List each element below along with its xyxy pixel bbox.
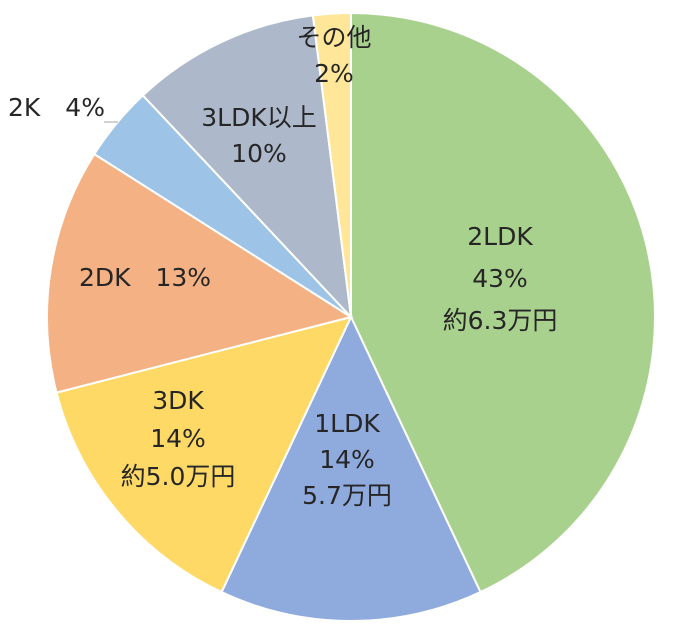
slice-label-1LDK: 1LDK 14% 5.7万円 — [302, 409, 392, 510]
slice-label-line: 1LDK — [314, 409, 380, 438]
slice-label-その他: その他 2% — [296, 23, 371, 88]
slice-label-line: 約6.3万円 — [443, 306, 558, 335]
pie-labels: 2LDK 43% 約6.3万円 1LDK 14% 5.7万円 3DK 14% 約5.0万円 2DK… — [8, 23, 557, 510]
slice-label-line: 2LDK — [467, 222, 533, 251]
slice-label-2LDK: 2LDK 43% 約6.3万円 — [443, 222, 558, 335]
slice-label-line: 2K 4% — [8, 93, 105, 122]
slice-label-line: 3DK — [152, 386, 204, 415]
pie-slice-1LDK — [220, 314, 482, 622]
slice-label-line: 14% — [150, 424, 206, 453]
slice-label-line: 5.7万円 — [302, 481, 392, 510]
slice-label-line: 10% — [231, 139, 287, 168]
slice-label-line: 14% — [319, 445, 375, 474]
slice-label-2K: 2K 4% — [8, 93, 105, 122]
pie-slice-その他 — [311, 11, 352, 318]
pie-slice-3LDK以上 — [141, 14, 353, 320]
pie-slice-3DK — [55, 315, 353, 594]
slice-label-3LDK以上: 3LDK以上 10% — [201, 103, 316, 168]
pie-slice-2LDK — [350, 11, 657, 594]
slice-label-line: 2DK 13% — [79, 263, 211, 292]
pie-slices — [46, 11, 657, 622]
slice-label-line: 2% — [314, 59, 354, 88]
slice-label-line: その他 — [296, 23, 371, 52]
slice-label-line: 3LDK以上 — [201, 103, 316, 132]
slice-label-line: 約5.0万円 — [121, 462, 236, 491]
slice-label-line: 43% — [472, 264, 528, 293]
slice-label-2DK: 2DK 13% — [79, 263, 211, 292]
pie-slice-2DK — [46, 152, 354, 394]
slice-label-3DK: 3DK 14% 約5.0万円 — [121, 386, 236, 491]
